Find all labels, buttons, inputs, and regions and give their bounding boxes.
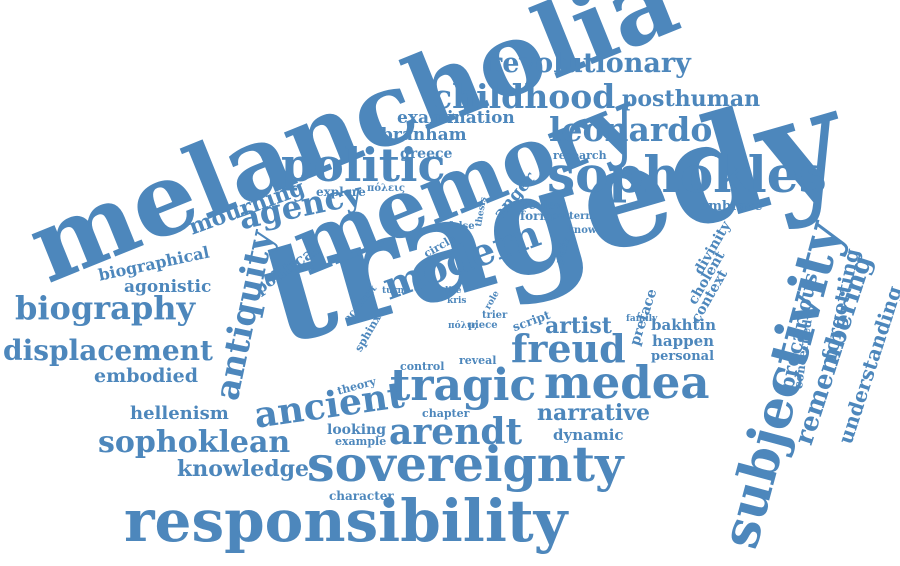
word-examination: examination [397,108,515,128]
word-reveal: reveal [459,354,497,367]
word-responsibility: responsibility [124,487,568,555]
word-narrative: narrative [537,400,650,426]
word-sovereignty: sovereignty [307,435,624,493]
word-embodied: embodied [94,365,199,387]
word-polis-greek: πόλις [448,321,477,331]
word-know: know [567,225,597,236]
word-branham: branham [381,125,467,145]
word-politic: politic [281,138,446,192]
word-personal: personal [651,349,715,364]
word-tragic: tragic [390,360,537,411]
word-freud: freud [511,326,626,371]
word-displacement: displacement [3,334,213,367]
word-pattern: pattern [551,211,593,222]
word-research: research [553,149,607,162]
word-looking: looking [327,422,386,438]
word-embrace: embrace [700,199,763,214]
word-greece: greece [400,146,453,162]
word-example: example [335,435,387,448]
word-family: family [626,314,658,324]
word-knowledge: knowledge [177,456,309,482]
word-sophokles: sophokles [547,145,827,204]
word-character: character [329,489,394,503]
word-turn: turn [382,286,404,296]
word-revolutionary: revolutionary [488,48,691,79]
word-explore: explore [316,185,366,199]
word-posthuman: posthuman [622,86,761,112]
word-arendt: arendt [389,411,523,453]
word-dynamic: dynamic [553,426,624,444]
word-leonardo: leonardo [549,110,713,149]
word-agonistic: agonistic [124,277,212,297]
word-false: false [448,221,475,232]
word-bakhtin: bakhtin [651,316,717,334]
word-kris: kris [447,296,467,306]
word-biography: biography [15,289,196,327]
word-control: control [400,360,445,373]
word-hellenism: hellenism [130,403,229,424]
word-review: review [522,198,566,212]
word-artist: artist [545,313,612,339]
word-antiquity: antiquity [207,226,283,404]
word-trier: trier [482,310,508,321]
word-life: life [445,286,462,296]
word-form: form [520,209,553,223]
word-poleis-greek: πόλεις [367,183,406,194]
word-happen: happen [652,332,715,350]
word-medea: medea [544,356,710,409]
word-piece: piece [468,320,498,331]
word-chapter: chapter [422,407,470,420]
word-sophoklean: sophoklean [98,425,291,460]
word-childhood: childhood [432,77,616,116]
